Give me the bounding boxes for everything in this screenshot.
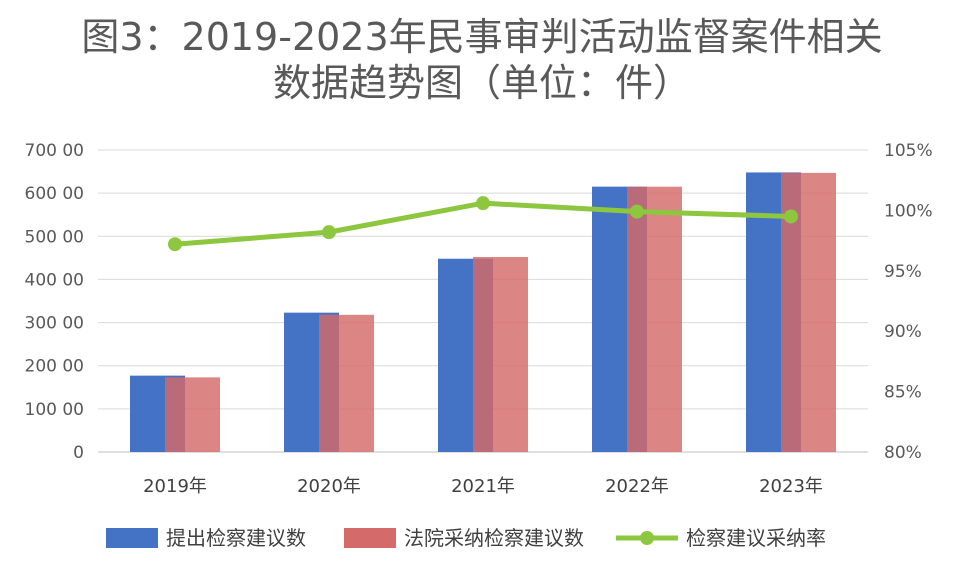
x-category-label: 2023年 — [759, 476, 823, 497]
y-left-tick-label: 700 00 — [25, 141, 84, 161]
x-category-label: 2019年 — [143, 476, 207, 497]
legend-label-series-2: 法院采纳检察建议数 — [404, 526, 584, 550]
y-left-tick-label: 300 00 — [25, 314, 84, 334]
y-right-tick-label: 100% — [884, 201, 933, 221]
bar-series-2 — [473, 256, 528, 452]
legend-label-series-1: 提出检察建议数 — [166, 526, 306, 550]
legend-swatch-series-1 — [106, 528, 158, 548]
y-left-tick-label: 0 — [73, 443, 84, 463]
x-category-label: 2022年 — [605, 476, 669, 497]
legend-marker-series-3 — [640, 531, 654, 545]
y-right-tick-label: 85% — [884, 383, 922, 403]
legend-label-series-3: 检察建议采纳率 — [686, 526, 826, 550]
x-category-label: 2021年 — [451, 476, 515, 497]
bar-series-2 — [165, 377, 220, 452]
y-right-tick-label: 105% — [884, 141, 933, 161]
bar-series-2 — [627, 186, 682, 452]
bar-series-2 — [319, 314, 374, 452]
line-point — [476, 196, 490, 211]
y-left-tick-label: 400 00 — [25, 270, 84, 290]
x-category-label: 2020年 — [297, 476, 361, 497]
y-right-tick-label: 90% — [884, 322, 922, 342]
y-left-tick-label: 600 00 — [25, 184, 84, 204]
y-left-tick-label: 500 00 — [25, 227, 84, 247]
chart-title-line-2: 数据趋势图（单位：件） — [272, 61, 691, 105]
y-left-tick-label: 100 00 — [25, 400, 84, 420]
y-right-tick-label: 80% — [884, 443, 922, 463]
y-right-tick-label: 95% — [884, 262, 922, 282]
chart-title-line-1: 图3：2019-2023年民事审判活动监督案件相关 — [81, 15, 883, 59]
line-point — [630, 204, 644, 219]
y-left-tick-label: 200 00 — [25, 357, 84, 377]
line-point — [784, 209, 798, 224]
legend-swatch-series-2 — [344, 528, 396, 548]
line-point — [168, 237, 182, 252]
line-point — [322, 225, 336, 240]
chart-title: 图3：2019-2023年民事审判活动监督案件相关 数据趋势图（单位：件） — [0, 14, 964, 106]
